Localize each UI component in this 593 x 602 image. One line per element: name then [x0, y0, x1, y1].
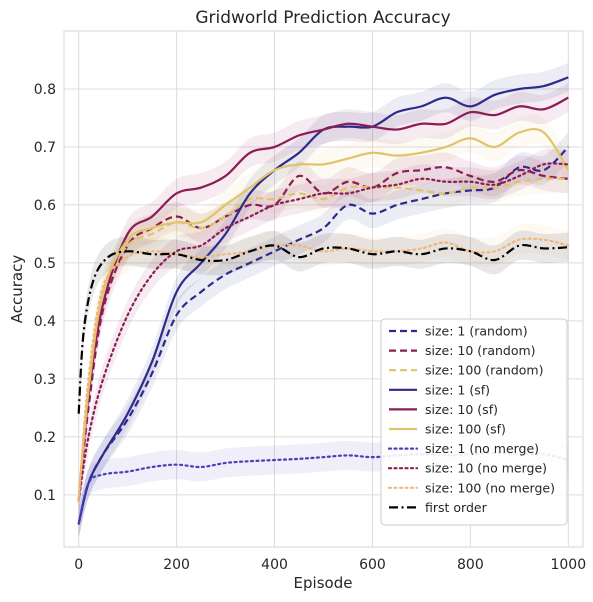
confidence-band-size-10-sf: [78, 83, 569, 516]
legend: size: 1 (random) size: 10 (random) size: 1…: [380, 318, 568, 526]
legend-label-size-10-no-merge: size: 10 (no merge): [425, 461, 547, 476]
y-tick-label: 0.4: [34, 314, 56, 330]
confidence-band-size-1-random: [78, 132, 569, 539]
series-line-size-10-random: [77, 165, 569, 501]
x-tick-label: 0: [74, 557, 83, 573]
series-line-size-1-random: [77, 146, 570, 525]
legend-label-size-1-sf: size: 1 (sf): [425, 382, 490, 397]
legend-label-size-1-random: size: 1 (random): [425, 324, 528, 339]
legend-label-size-100-no-merge: size: 100 (no merge): [425, 480, 555, 495]
series-line-size-100-random: [77, 177, 569, 501]
confidence-band-size-100-sf: [78, 114, 569, 516]
y-tick-label: 0.5: [34, 256, 56, 272]
y-tick-label: 0.8: [34, 82, 56, 98]
series-line-size-10-no-merge: [77, 162, 570, 502]
legend-label-size-10-random: size: 10 (random): [425, 343, 536, 358]
y-tick-label: 0.7: [34, 140, 56, 156]
x-tick-label: 200: [163, 557, 190, 573]
series-line-size-1-sf: [77, 76, 569, 525]
legend-label-size-1-no-merge: size: 1 (no merge): [425, 441, 539, 456]
y-axis-label: Accuracy: [8, 255, 26, 324]
legend-label-first-order: first order: [425, 500, 488, 515]
series-layer: [77, 76, 570, 525]
confidence-band-size-1-sf: [78, 62, 569, 539]
y-tick-label: 0.2: [34, 430, 56, 446]
series-line-size-10-sf: [77, 96, 569, 501]
confidence-band-size-10-no-merge: [78, 148, 569, 516]
legend-label-size-100-sf: size: 100 (sf): [425, 422, 506, 437]
legend-box: [380, 318, 568, 526]
y-tick-label: 0.3: [34, 372, 56, 388]
confidence-band-size-100-no-merge: [78, 224, 569, 516]
series-line-first-order: [77, 243, 569, 414]
tick-layer: 0 200 400 600 800 1000 0.1 0.2 0.3 0.4 0.5 0.6 0.7 0.…: [34, 82, 586, 573]
legend-label-size-100-random: size: 100 (random): [425, 363, 544, 378]
series-line-size-100-no-merge: [77, 237, 570, 502]
x-tick-label: 800: [457, 557, 484, 573]
y-tick-label: 0.1: [34, 488, 56, 504]
x-tick-label: 600: [359, 557, 386, 573]
y-tick-label: 0.6: [34, 198, 56, 214]
series-line-size-100-sf: [77, 127, 570, 501]
x-axis-label: Episode: [294, 574, 353, 592]
legend-label-size-10-sf: size: 10 (sf): [425, 402, 498, 417]
x-tick-label: 1000: [550, 557, 586, 573]
x-tick-label: 400: [261, 557, 288, 573]
chart-title: Gridworld Prediction Accuracy: [195, 8, 450, 28]
